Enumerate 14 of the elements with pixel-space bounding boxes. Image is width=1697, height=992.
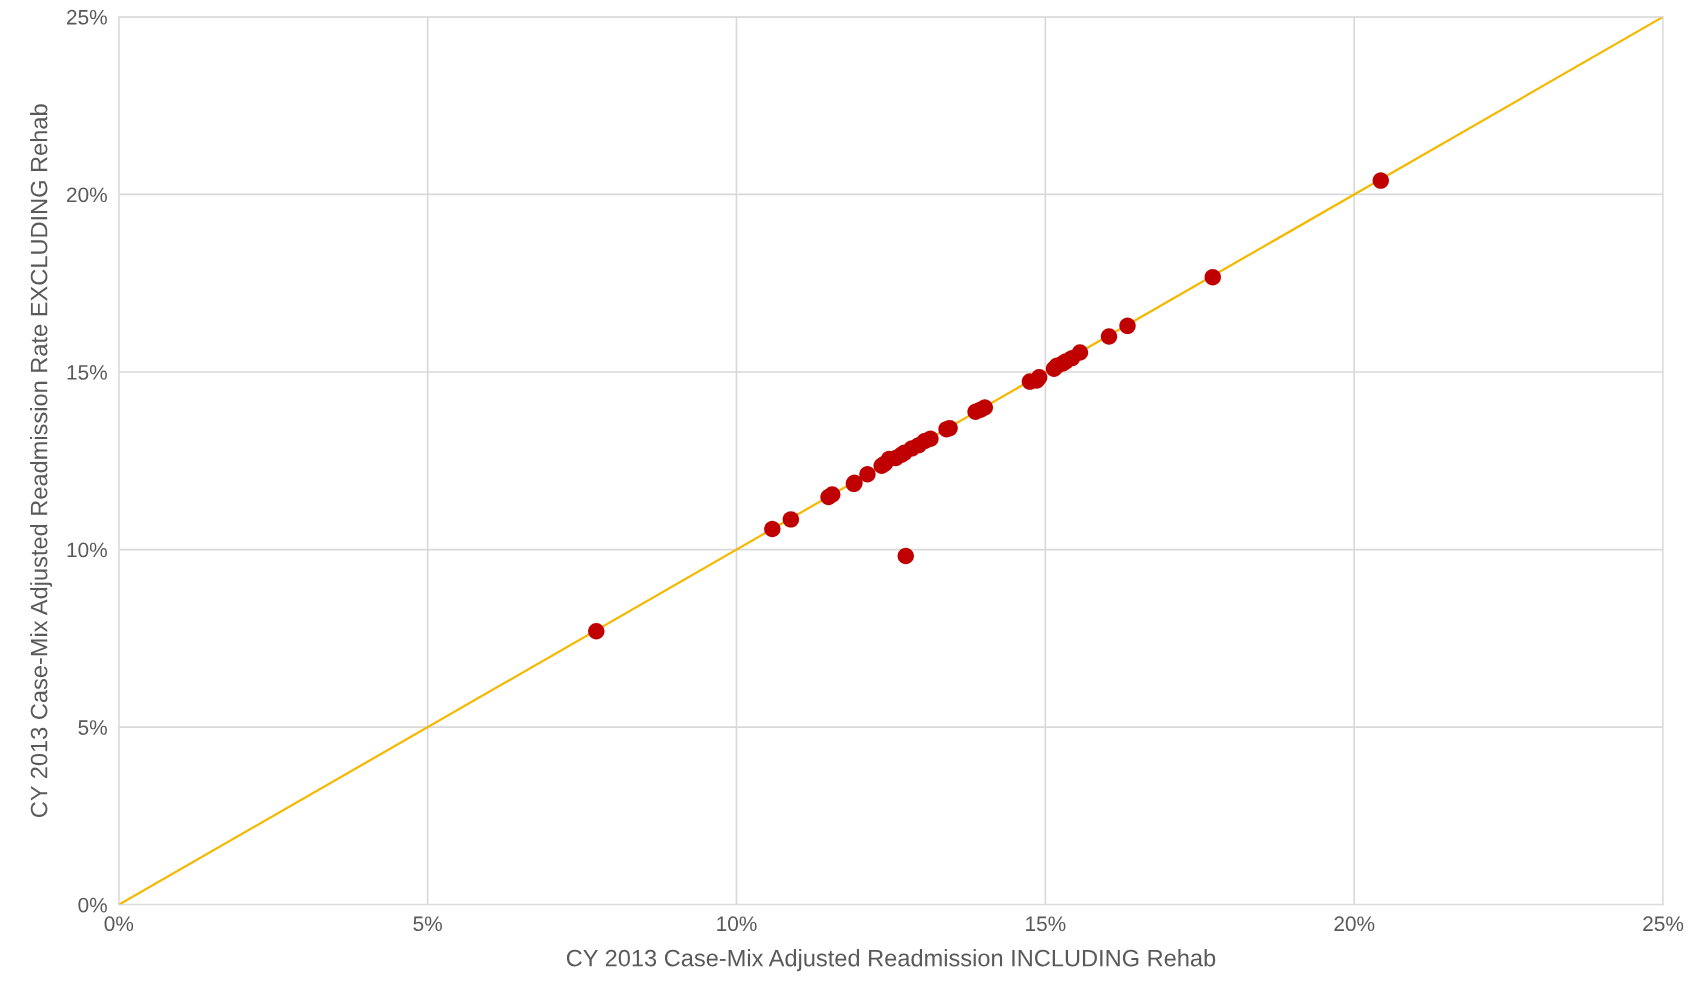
x-tick-label: 15%: [1026, 916, 1066, 932]
y-tick-label: 20%: [67, 187, 107, 203]
x-tick-label: 20%: [1334, 916, 1375, 932]
x-tick-label: 0%: [104, 916, 134, 932]
x-tick-label: 25%: [1643, 916, 1684, 932]
y-tick-label: 0%: [78, 897, 107, 913]
y-tick-label: 5%: [78, 720, 107, 735]
y-axis-title: CY 2013 Case-Mix Adjusted Readmission Rate EXCLUDING Rehab: [30, 104, 53, 817]
x-axis-title: CY 2013 Case-Mix Adjusted Readmission INCLUDING Rehab: [566, 949, 1216, 972]
x-tick-label: 5%: [413, 916, 442, 932]
x-tick-label: 10%: [717, 916, 757, 932]
y-tick-label: 15%: [67, 365, 107, 380]
y-tick-label: 10%: [67, 542, 107, 558]
y-tick-label: 25%: [67, 9, 107, 25]
